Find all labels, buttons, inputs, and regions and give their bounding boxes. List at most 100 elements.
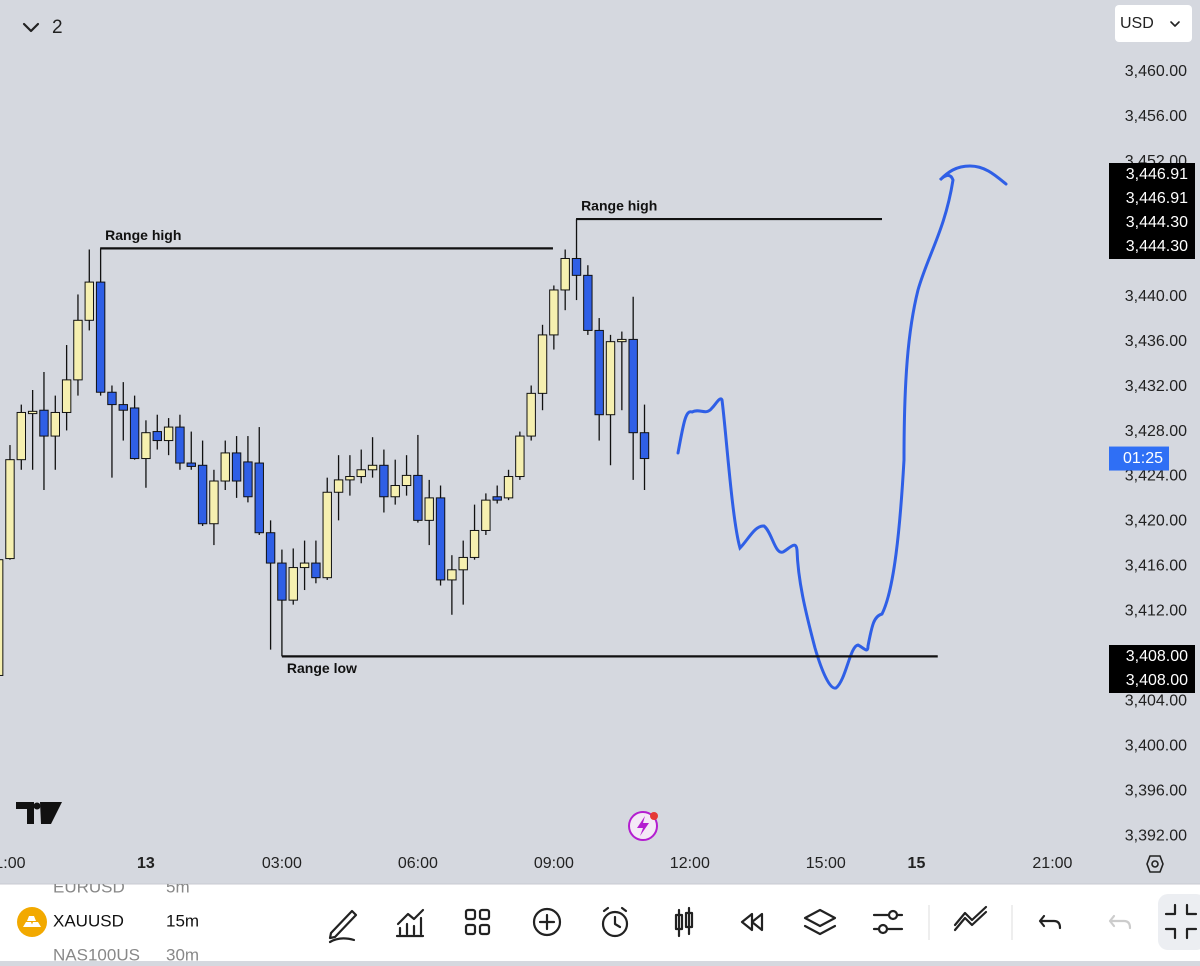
candle-body — [583, 274, 593, 331]
candle-body — [118, 404, 128, 411]
symbol: NAS100US — [53, 945, 140, 961]
x-tick-label: 06:00 — [398, 855, 438, 872]
candle-body — [288, 567, 298, 601]
price-label-box — [1109, 187, 1195, 211]
candle-body — [571, 257, 582, 276]
range-label: Range low — [287, 660, 357, 676]
candle-body — [0, 559, 4, 676]
interval: 30m — [166, 945, 199, 961]
y-tick-label: 3,456.00 — [1125, 108, 1187, 125]
countdown: 01:25 — [1123, 450, 1163, 467]
candle-body — [311, 562, 321, 579]
candle-body — [197, 464, 208, 525]
y-tick-label: 3,440.00 — [1125, 288, 1187, 305]
candle-body — [447, 569, 457, 581]
candle-body — [617, 338, 627, 343]
candle-body — [345, 476, 355, 481]
candle-body — [39, 409, 49, 437]
candle-body — [16, 411, 27, 461]
candle-body — [639, 432, 650, 460]
y-tick-label: 3,392.00 — [1125, 827, 1187, 844]
price-label: 3,408.00 — [1126, 672, 1188, 689]
y-tick-label: 3,420.00 — [1125, 513, 1187, 530]
candle-body — [243, 461, 253, 498]
price-label-box — [1109, 211, 1195, 235]
y-tick-label: 3,396.00 — [1125, 782, 1187, 799]
candle-body — [265, 532, 276, 564]
settings-dot — [1151, 860, 1159, 868]
candle-body — [435, 497, 446, 581]
y-tick-label: 3,416.00 — [1125, 558, 1187, 575]
price-label-box — [1109, 235, 1195, 259]
y-tick-label: 3,400.00 — [1125, 737, 1187, 754]
price-label-box — [1109, 645, 1195, 669]
candle-body — [95, 281, 106, 393]
candle-body — [322, 491, 332, 579]
candle-body — [129, 407, 140, 460]
candle-body — [526, 392, 536, 437]
candle-body — [413, 474, 423, 521]
candle-body — [254, 462, 264, 534]
candle-body — [152, 431, 162, 442]
candle-body — [379, 464, 389, 498]
candle-body — [605, 341, 616, 416]
candle-body — [367, 464, 378, 471]
x-tick-label: 12:00 — [670, 855, 710, 872]
toolbar-icons[interactable] — [328, 905, 1062, 944]
candle-body — [503, 476, 514, 499]
candle-body — [107, 391, 117, 406]
fullscreen-button[interactable] — [1158, 894, 1200, 950]
candle-body — [492, 496, 502, 501]
range-label: Range high — [105, 227, 181, 243]
candle-body — [186, 462, 196, 467]
candle-body — [333, 479, 344, 493]
price-label: 3,444.30 — [1126, 214, 1188, 231]
lightning-button[interactable] — [628, 811, 658, 841]
candle-body — [61, 379, 72, 413]
layout-button[interactable] — [10, 10, 70, 46]
interval: 5m — [166, 877, 190, 896]
gold-icon — [17, 907, 47, 937]
candle-body — [231, 452, 242, 482]
background — [0, 0, 1200, 884]
candle-body — [175, 426, 185, 464]
x-tick-label: 15 — [908, 855, 926, 872]
candle-body — [537, 334, 548, 394]
currency-select[interactable] — [1115, 5, 1192, 42]
candle-body — [356, 469, 366, 478]
price-label-box — [1109, 163, 1195, 187]
price-label: 3,446.91 — [1126, 190, 1188, 207]
candle-body — [299, 562, 310, 569]
price-label-box — [1109, 669, 1195, 693]
candle-body — [458, 556, 468, 571]
candle-body — [50, 411, 60, 437]
candle-body — [401, 474, 412, 487]
candle-body — [594, 329, 604, 416]
x-tick-label: 21:00 — [1032, 855, 1072, 872]
x-tick-label: 09:00 — [534, 855, 574, 872]
candle-body — [628, 338, 638, 434]
y-tick-label: 3,432.00 — [1125, 378, 1187, 395]
candle-body — [209, 480, 219, 525]
dropdown-icon — [1170, 21, 1180, 27]
candle-body — [469, 529, 480, 558]
candle-body — [549, 289, 559, 336]
candle-body — [5, 459, 15, 560]
redo-icon[interactable] — [1108, 914, 1132, 930]
chevron-icon — [22, 22, 40, 33]
price-label: 3,446.91 — [1126, 166, 1188, 183]
tradingview-logo — [16, 802, 62, 824]
symbol: XAUUSD — [53, 911, 124, 930]
x-tick-label: 03:00 — [262, 855, 302, 872]
x-tick-label: 13 — [137, 855, 155, 872]
countdown-box — [1109, 446, 1169, 471]
candle-body — [390, 485, 400, 498]
currency: USD — [1120, 15, 1154, 32]
settings-icon[interactable] — [1146, 855, 1164, 873]
y-tick-label: 3,460.00 — [1125, 63, 1187, 80]
candle-body — [560, 257, 570, 291]
candle-body — [27, 410, 38, 415]
y-tick-label: 3,436.00 — [1125, 333, 1187, 350]
candle-body — [277, 562, 287, 601]
